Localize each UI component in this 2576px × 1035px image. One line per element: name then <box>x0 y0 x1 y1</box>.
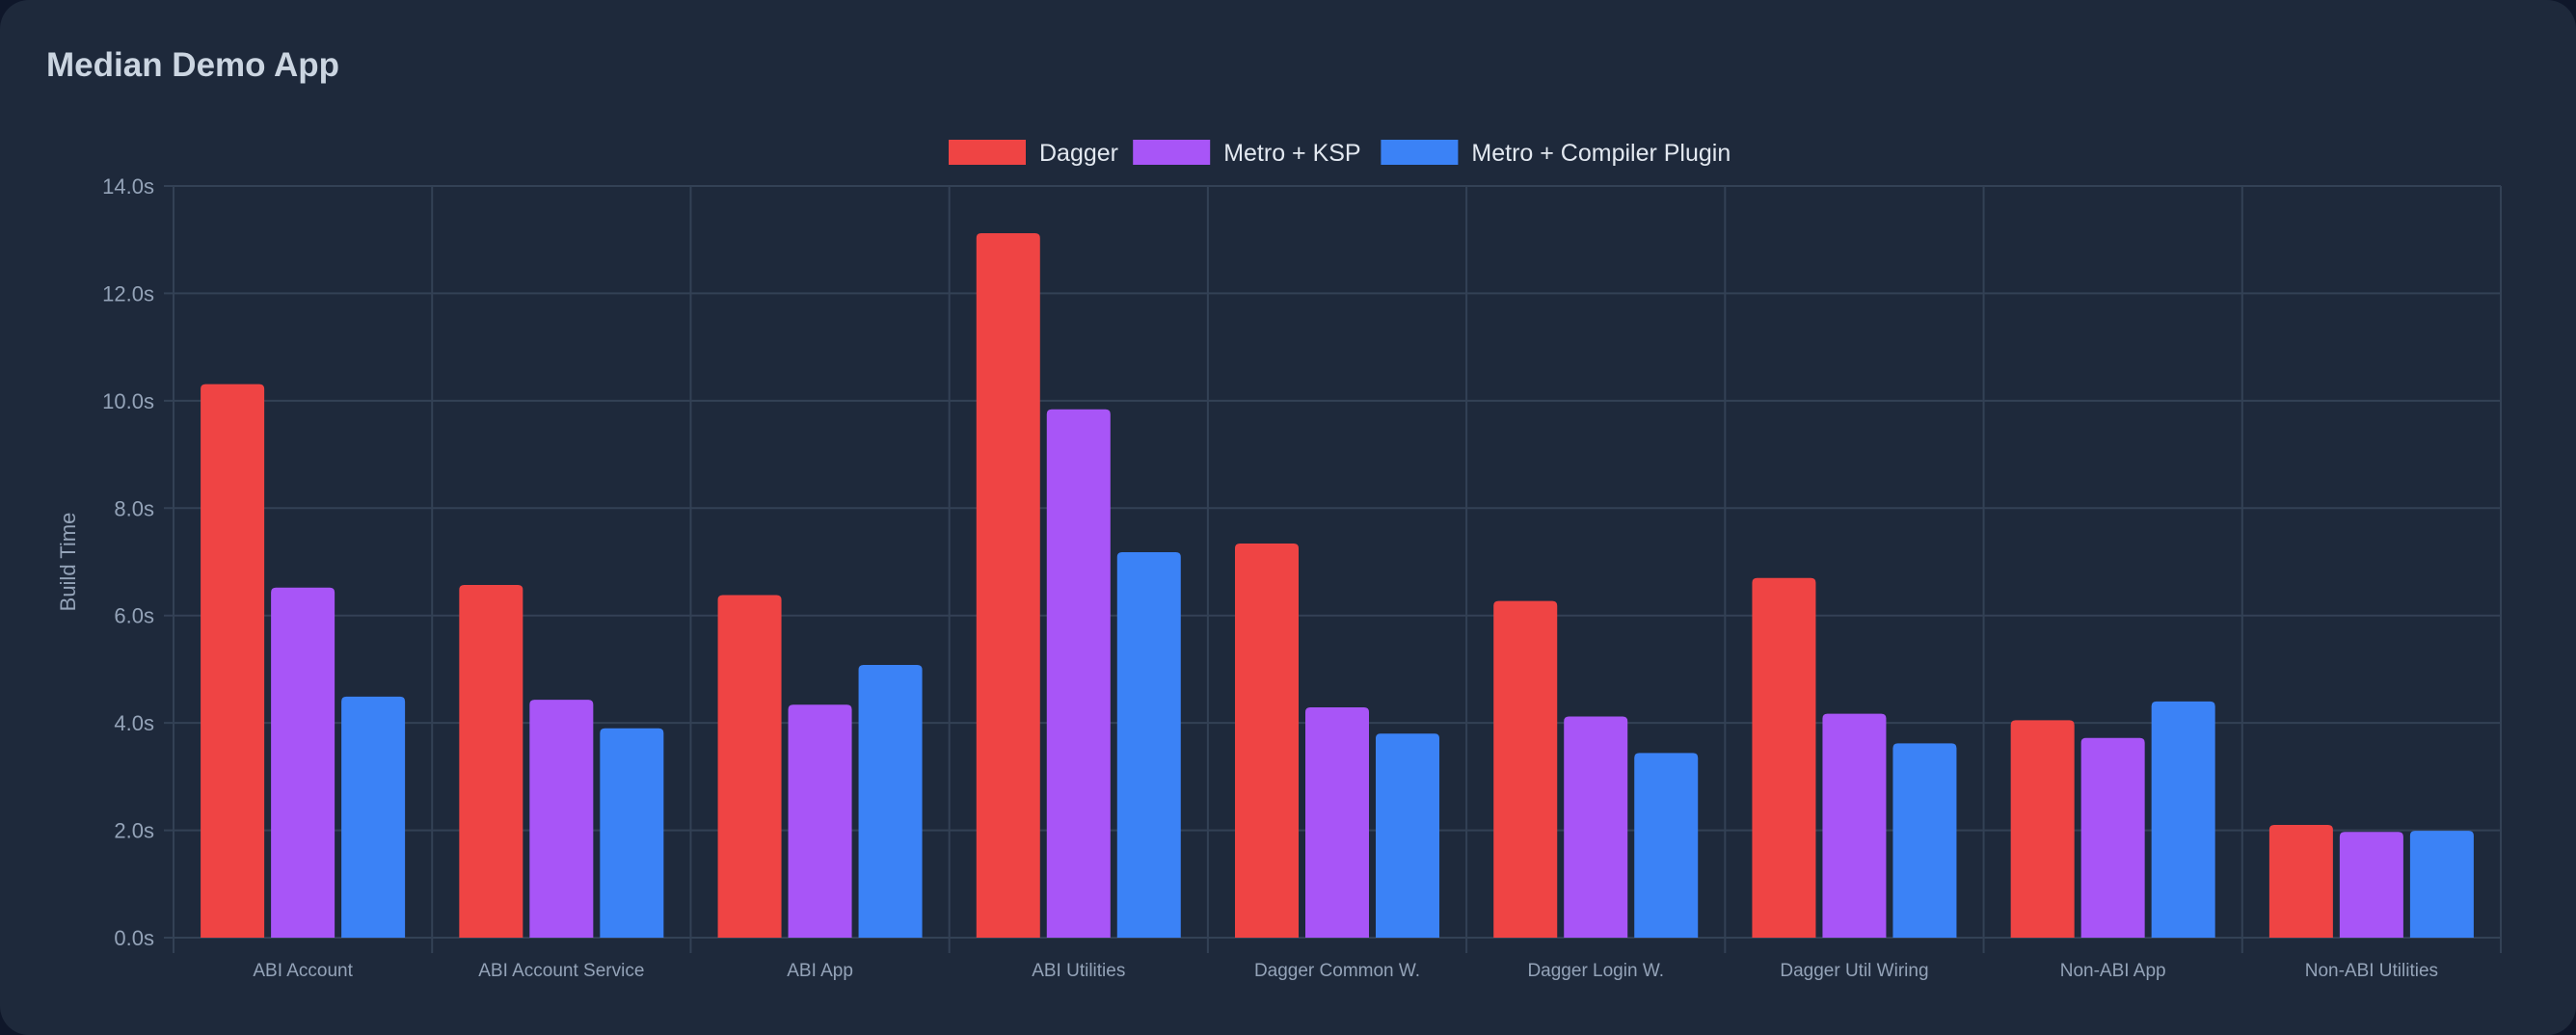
y-tick-label: 8.0s <box>114 496 154 520</box>
bar-dagger <box>1493 600 1558 938</box>
y-tick-label: 4.0s <box>114 711 154 735</box>
x-tick-label: Dagger Util Wiring <box>1780 961 1928 981</box>
y-tick-label: 0.0s <box>114 926 154 950</box>
bar-metro-compiler-plugin <box>858 664 923 938</box>
bar-metro-ksp <box>788 704 852 938</box>
x-tick-label: ABI Account <box>253 961 353 981</box>
x-tick-label: Non-ABI Utilities <box>2305 961 2438 981</box>
bar-dagger <box>976 233 1040 938</box>
legend-swatch <box>1133 140 1211 165</box>
bar-metro-compiler-plugin <box>2409 831 2474 938</box>
bar-metro-compiler-plugin <box>1892 743 1957 938</box>
bar-metro-compiler-plugin <box>600 728 664 938</box>
bar-dagger <box>459 584 523 938</box>
bar-metro-ksp <box>1564 716 1628 938</box>
x-tick-label: Dagger Login W. <box>1527 961 1664 981</box>
y-tick-label: 14.0s <box>102 174 154 199</box>
y-tick-label: 12.0s <box>102 281 154 305</box>
bar-dagger <box>2268 825 2333 938</box>
x-tick-label: ABI App <box>787 961 853 981</box>
bar-metro-ksp <box>529 700 594 938</box>
bar-metro-ksp <box>1046 409 1111 938</box>
page-title: Median Demo App <box>46 46 339 84</box>
x-tick-label: Dagger Common W. <box>1254 961 1420 981</box>
legend-label: Metro + KSP <box>1223 140 1360 167</box>
x-tick-label: ABI Account Service <box>478 961 644 981</box>
bar-metro-compiler-plugin <box>1116 551 1181 938</box>
bar-dagger <box>201 384 265 939</box>
bar-dagger <box>1235 544 1299 938</box>
legend-swatch <box>949 140 1026 165</box>
bar-metro-ksp <box>2080 737 2145 938</box>
bar-metro-compiler-plugin <box>341 696 406 938</box>
bar-dagger <box>717 595 782 938</box>
bar-metro-ksp <box>271 587 335 938</box>
x-tick-label: Non-ABI App <box>2060 961 2166 981</box>
bar-metro-ksp <box>1305 706 1369 938</box>
bar-metro-compiler-plugin <box>1376 733 1439 938</box>
y-tick-label: 2.0s <box>114 819 154 843</box>
legend-label: Dagger <box>1039 140 1118 167</box>
y-tick-label: 10.0s <box>102 389 154 413</box>
x-tick-label: ABI Utilities <box>1032 961 1125 981</box>
y-axis-title: Build Time <box>56 513 80 612</box>
bar-metro-ksp <box>1822 713 1887 938</box>
bar-metro-compiler-plugin <box>1634 753 1699 938</box>
bar-dagger <box>1752 577 1816 938</box>
bar-dagger <box>2010 720 2075 938</box>
bar-metro-compiler-plugin <box>2151 701 2215 938</box>
legend-swatch <box>1381 140 1459 165</box>
legend-label: Metro + Compiler Plugin <box>1471 140 1731 167</box>
y-tick-label: 6.0s <box>114 604 154 628</box>
bar-metro-ksp <box>2339 832 2403 938</box>
